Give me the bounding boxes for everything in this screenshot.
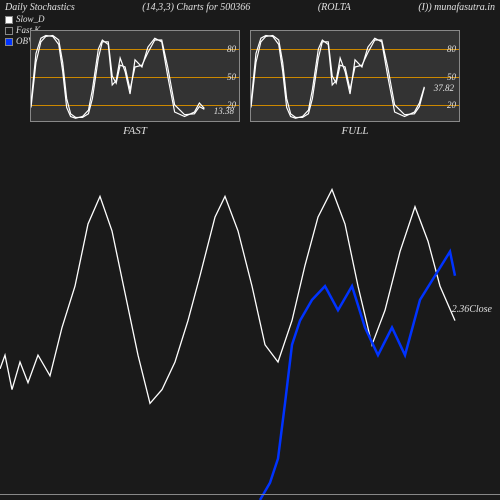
grid-line [251, 105, 459, 106]
legend-label: Slow_D [16, 14, 45, 25]
panel-full: FULL 80502037.82 [250, 30, 460, 122]
grid-label: 50 [447, 72, 456, 82]
last-value-label: 13.38 [214, 106, 234, 116]
panel-label: FULL [342, 125, 369, 137]
swatch-icon [5, 16, 13, 24]
swatch-icon [5, 27, 13, 35]
main-lines [0, 155, 460, 500]
top-panels: FAST 80502013.38 FULL 80502037.82 [30, 30, 460, 122]
grid-line [251, 49, 459, 50]
grid-line [31, 77, 239, 78]
grid-line [31, 49, 239, 50]
close-label: 2.36Close [452, 304, 492, 315]
grid-line [31, 105, 239, 106]
title-label: Daily Stochastics [5, 2, 75, 13]
grid-line [251, 77, 459, 78]
panel-label: FAST [123, 125, 147, 137]
grid-label: 80 [447, 44, 456, 54]
grid-label: 20 [447, 100, 456, 110]
legend-item: Slow_D [5, 14, 45, 25]
grid-label: 80 [227, 44, 236, 54]
last-value-label: 37.82 [434, 83, 454, 93]
main-chart: 2.36Close [0, 155, 460, 500]
grid-label: 50 [227, 72, 236, 82]
params-label: (14,3,3) Charts for 500366 [142, 2, 250, 13]
swatch-icon [5, 38, 13, 46]
symbol-label: (ROLTA [318, 2, 351, 13]
chart-header: Daily Stochastics (14,3,3) Charts for 50… [0, 0, 500, 15]
stochastic-lines [31, 31, 239, 121]
stochastic-lines [251, 31, 459, 121]
source-label: (I)) munafasutra.in [418, 2, 495, 13]
border-line [0, 494, 500, 495]
panel-fast: FAST 80502013.38 [30, 30, 240, 122]
